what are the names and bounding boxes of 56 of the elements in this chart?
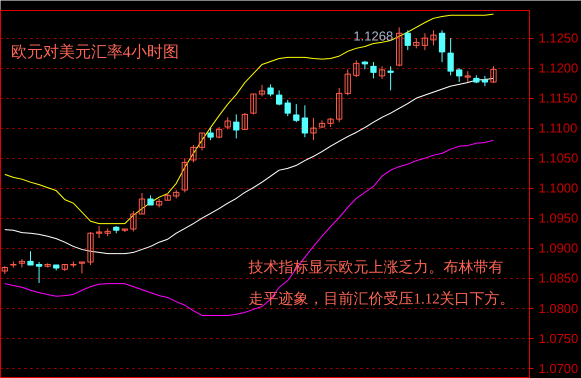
y-tick-label: 1.0950 — [538, 210, 578, 226]
candlestick — [413, 38, 420, 49]
candlestick — [422, 32, 428, 51]
candlestick — [378, 66, 386, 80]
y-tick-label: 1.1100 — [538, 120, 578, 136]
candlestick — [327, 117, 334, 128]
candlestick — [147, 194, 154, 206]
candlestick — [293, 104, 300, 123]
candlestick — [310, 117, 317, 141]
y-tick-label: 1.1250 — [538, 30, 578, 46]
candlestick — [276, 90, 282, 106]
candlestick — [302, 104, 308, 138]
candlestick — [447, 38, 454, 76]
candlestick — [242, 112, 248, 130]
candlestick — [430, 30, 437, 46]
candlestick — [130, 210, 137, 232]
candlestick — [456, 68, 462, 82]
y-tick-label: 1.0700 — [538, 360, 578, 376]
candlestick — [190, 144, 197, 163]
annotation: 1.1268 — [353, 28, 394, 44]
y-tick-label: 1.1150 — [538, 90, 578, 106]
candlestick — [344, 68, 351, 96]
candlestick — [353, 60, 360, 78]
y-tick-label: 1.0900 — [538, 240, 578, 256]
candlestick — [464, 70, 471, 82]
candlestick — [36, 262, 42, 284]
candlestick — [216, 126, 222, 139]
y-tick-label: 1.1050 — [538, 150, 578, 166]
candlestick — [138, 192, 146, 215]
candlestick — [78, 260, 86, 274]
candlestick — [27, 250, 34, 266]
candlestick — [182, 158, 188, 193]
candlestick — [224, 116, 231, 130]
candlestick — [87, 232, 94, 266]
candlestick — [284, 99, 291, 117]
candlestick — [336, 87, 342, 123]
candlestick — [250, 93, 257, 115]
candlestick — [370, 62, 377, 79]
candlestick — [96, 226, 102, 239]
candlestick — [387, 66, 394, 91]
y-tick-label: 1.1200 — [538, 60, 578, 76]
candlestick — [482, 75, 488, 87]
candlestick — [207, 128, 214, 141]
candlestick — [490, 66, 497, 84]
y-tick-label: 1.0750 — [538, 330, 578, 346]
y-tick-label: 1.1000 — [538, 180, 578, 196]
candlestick — [267, 84, 274, 97]
candlestick — [258, 84, 266, 97]
text: 欧元对美元汇率4小时图 — [10, 42, 179, 61]
candlestick — [396, 26, 402, 67]
y-tick-label: 1.0800 — [538, 300, 578, 316]
y-tick-label: 1.0850 — [538, 270, 578, 286]
candlestick — [404, 30, 411, 51]
candlestick — [198, 132, 206, 151]
candlestick — [233, 114, 240, 139]
candlestick — [438, 30, 446, 63]
